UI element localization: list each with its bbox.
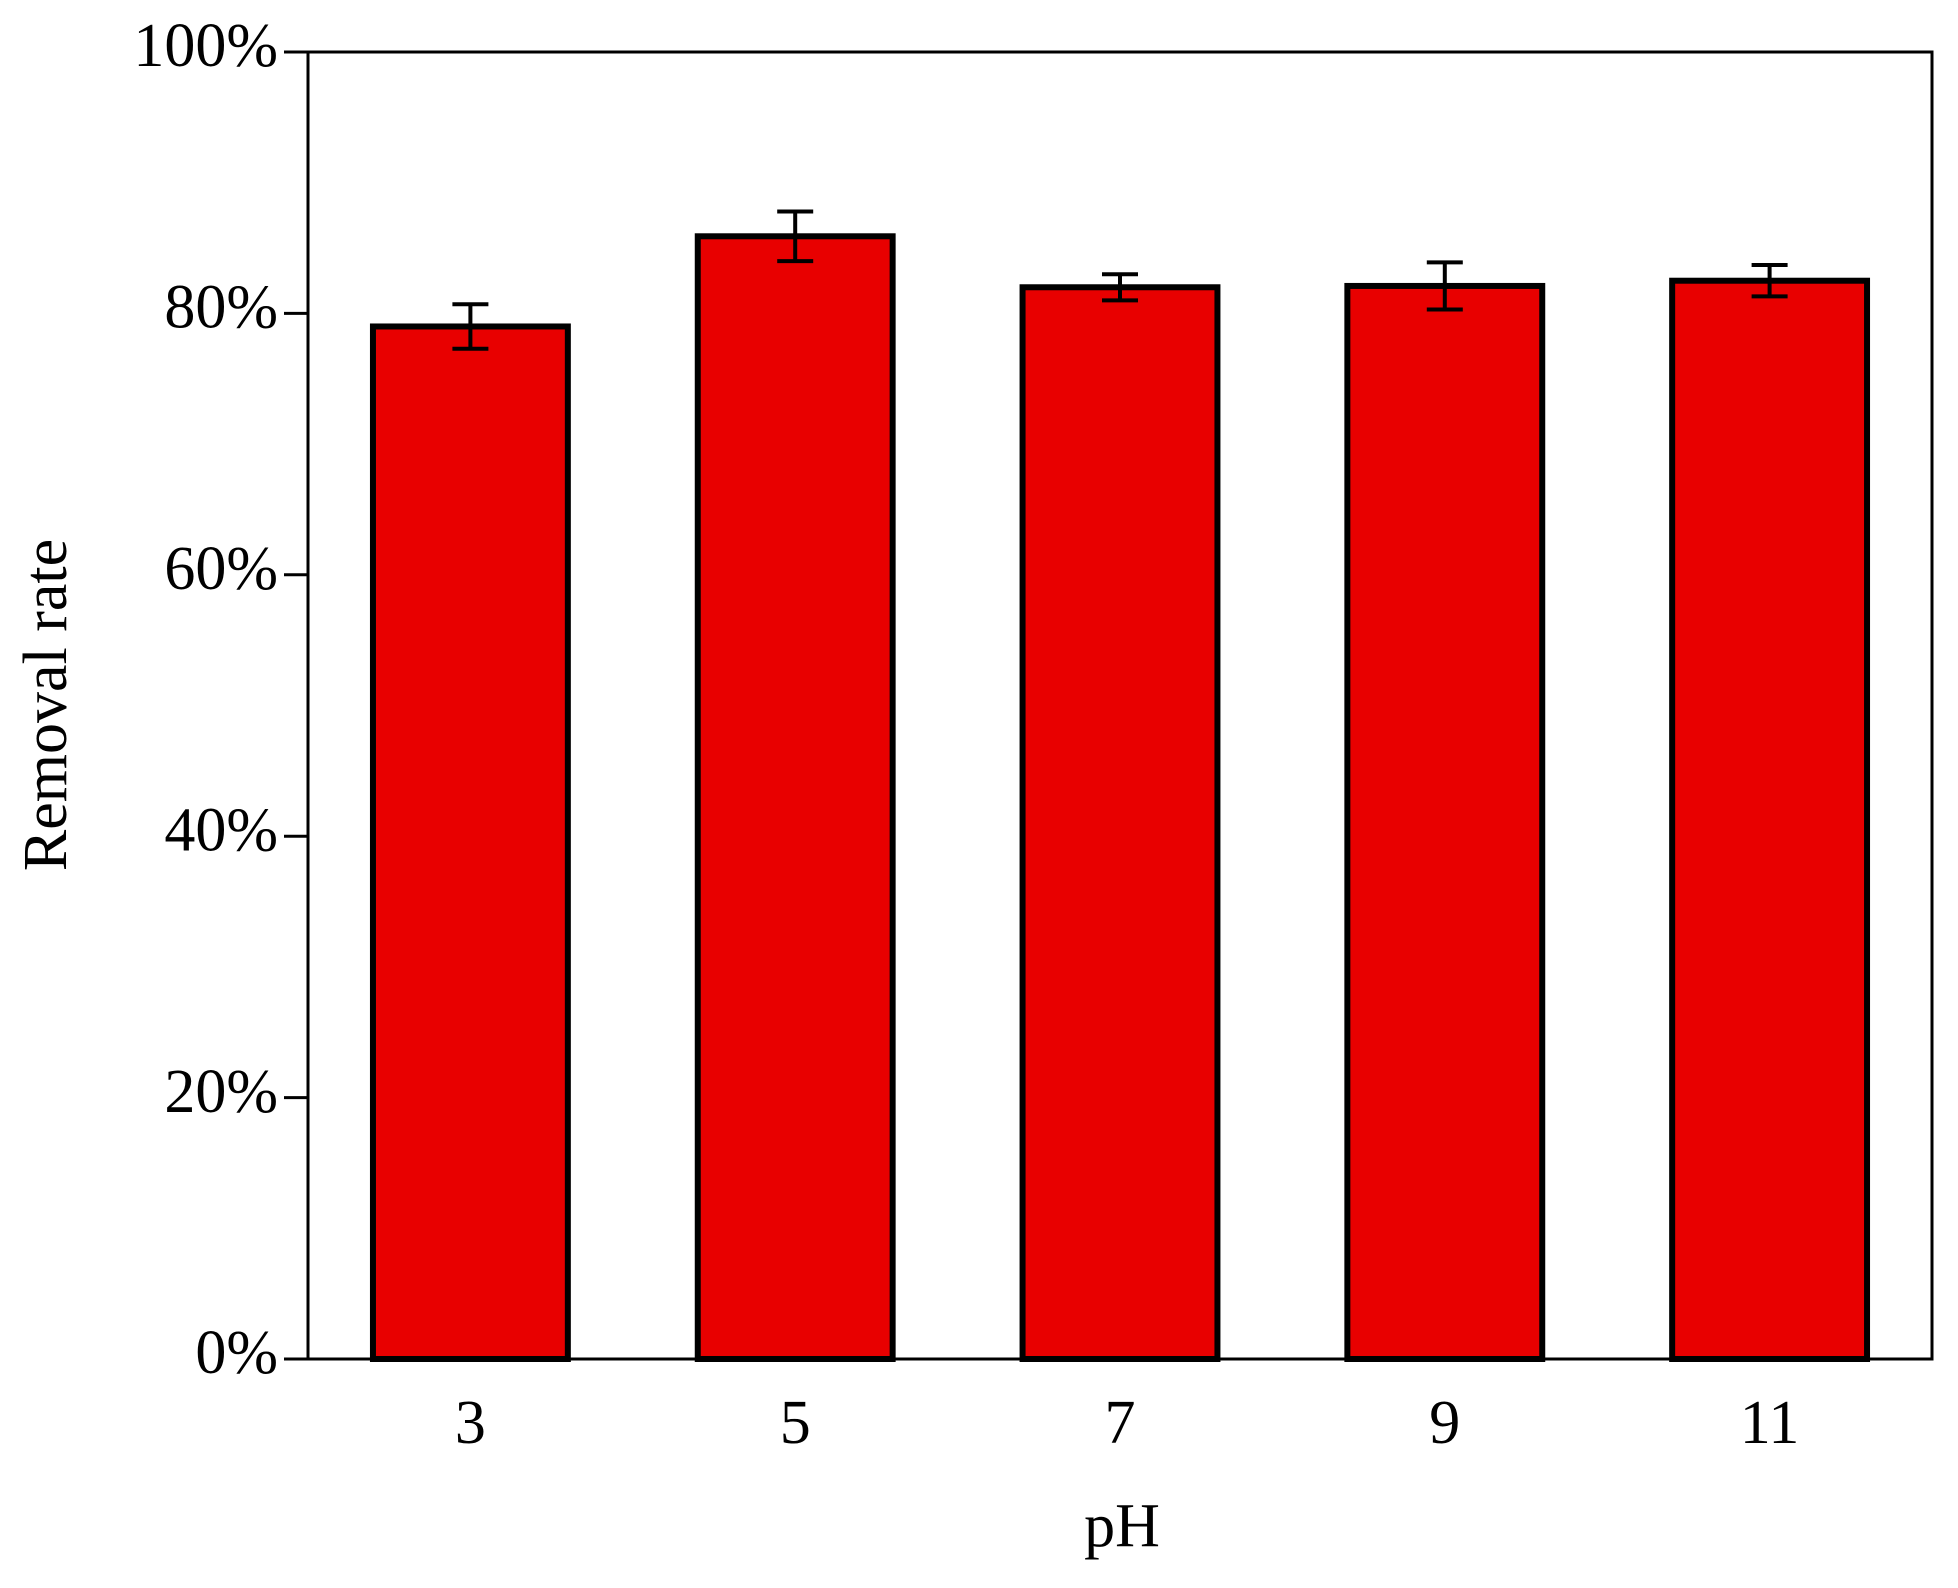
x-tick-label: 5 bbox=[780, 1389, 811, 1457]
y-tick-label: 40% bbox=[164, 796, 278, 864]
bar bbox=[1019, 284, 1221, 1362]
error-bar bbox=[1102, 272, 1138, 303]
bar bbox=[1344, 282, 1546, 1362]
error-bar bbox=[452, 302, 489, 351]
error-bar bbox=[777, 209, 814, 264]
y-tick-label: 20% bbox=[164, 1058, 278, 1126]
bar bbox=[1669, 277, 1871, 1363]
error-bar bbox=[1426, 260, 1463, 312]
bar bbox=[694, 233, 896, 1363]
x-tick-label: 11 bbox=[1740, 1389, 1800, 1457]
x-axis-label: pH bbox=[1084, 1492, 1160, 1560]
error-bar bbox=[1751, 263, 1788, 299]
x-tick-label: 3 bbox=[455, 1389, 486, 1457]
y-tick-label: 60% bbox=[164, 535, 278, 603]
y-axis-label: Removal rate bbox=[12, 539, 80, 871]
x-tick-label: 9 bbox=[1429, 1389, 1460, 1457]
x-tick-label: 7 bbox=[1105, 1389, 1136, 1457]
bar bbox=[369, 323, 571, 1363]
y-tick-label: 0% bbox=[195, 1319, 278, 1387]
y-tick-label: 100% bbox=[133, 12, 278, 80]
plot-frame bbox=[306, 50, 1934, 1361]
y-tick-label: 80% bbox=[164, 274, 278, 342]
